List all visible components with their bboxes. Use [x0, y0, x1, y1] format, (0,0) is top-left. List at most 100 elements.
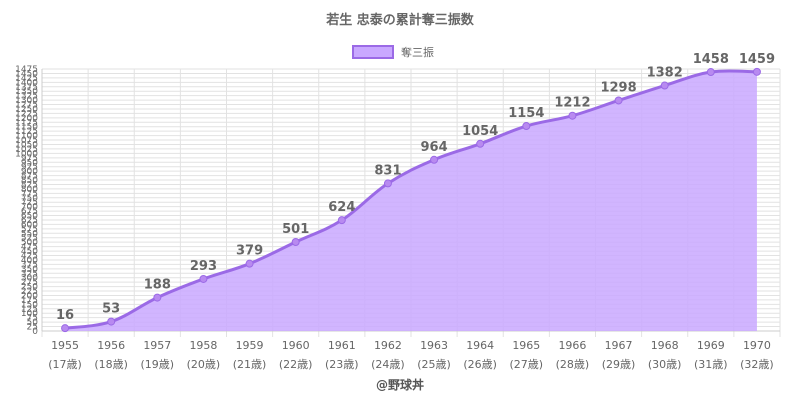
- y-tick-label: 625: [21, 216, 38, 226]
- x-tick-sublabel: (23歳): [325, 358, 359, 371]
- y-tick-label: 1200: [15, 114, 38, 124]
- data-label: 1459: [739, 52, 775, 67]
- y-tick-label: 375: [21, 260, 38, 270]
- x-tick-sublabel: (17歳): [48, 358, 82, 371]
- data-point: [660, 81, 669, 90]
- x-tick-label: 1966: [558, 339, 586, 352]
- x-tick-sublabel: (28歳): [556, 358, 590, 371]
- x-tick-sublabel: (31歳): [694, 358, 728, 371]
- y-tick-label: 200: [21, 291, 38, 301]
- data-point: [199, 274, 208, 283]
- data-point: [61, 324, 70, 333]
- data-label: 1298: [600, 80, 636, 95]
- x-tick-sublabel: (21歳): [233, 358, 267, 371]
- y-tick-label: 100: [21, 309, 38, 319]
- data-label: 293: [190, 259, 217, 274]
- y-tick-label: 825: [21, 180, 38, 190]
- y-tick-label: 350: [21, 265, 38, 275]
- y-tick-label: 1125: [15, 127, 38, 137]
- y-tick-label: 1475: [15, 65, 38, 75]
- y-tick-label: 650: [21, 212, 38, 222]
- data-point: [291, 238, 300, 247]
- y-tick-label: 600: [21, 220, 38, 230]
- x-tick-label: 1967: [605, 339, 633, 352]
- y-tick-label: 400: [21, 256, 38, 266]
- y-tick-label: 50: [27, 318, 39, 328]
- y-axis-ticks: 0255075100125150175200225250275300325350…: [15, 65, 38, 337]
- data-label: 501: [282, 222, 309, 237]
- series-line: [64, 69, 757, 330]
- y-tick-label: 850: [21, 176, 38, 186]
- y-tick-label: 900: [21, 167, 38, 177]
- data-label: 831: [374, 163, 401, 178]
- y-tick-label: 250: [21, 283, 38, 293]
- x-tick-sublabel: (26歳): [463, 358, 497, 371]
- x-tick-label: 1958: [189, 339, 217, 352]
- y-tick-label: 1400: [15, 78, 38, 88]
- y-tick-label: 550: [21, 229, 38, 239]
- y-tick-label: 1300: [15, 96, 38, 106]
- x-tick-label: 1959: [236, 339, 264, 352]
- y-tick-label: 1275: [15, 101, 38, 111]
- y-tick-label: 425: [21, 252, 38, 262]
- data-label: 1458: [693, 52, 729, 67]
- x-tick-label: 1956: [97, 339, 125, 352]
- data-label: 1054: [462, 124, 498, 139]
- data-point: [752, 67, 761, 76]
- data-label: 1154: [508, 106, 544, 121]
- y-tick-label: 1075: [15, 136, 38, 146]
- y-tick-label: 1000: [15, 149, 38, 159]
- data-point: [522, 122, 531, 131]
- data-point: [383, 179, 392, 188]
- legend-label: 奪三振: [401, 45, 434, 59]
- legend[interactable]: 奪三振: [352, 45, 434, 59]
- data-label: 379: [236, 244, 263, 259]
- data-labels: 16 53 188 293 379 501 624 831 964 1054 1154 1212 129…: [56, 52, 775, 323]
- x-tick-sublabel: (25歳): [417, 358, 451, 371]
- data-point: [476, 139, 485, 148]
- y-tick-label: 0: [32, 327, 38, 337]
- data-point: [107, 317, 116, 326]
- y-tick-label: 725: [21, 198, 38, 208]
- x-tick-label: 1970: [743, 339, 771, 352]
- data-label: 53: [102, 302, 120, 317]
- x-tick-label: 1957: [143, 339, 171, 352]
- data-point: [568, 111, 577, 120]
- credit-text: @野球丼: [376, 377, 424, 392]
- x-tick-label: 1961: [328, 339, 356, 352]
- y-tick-label: 175: [21, 296, 38, 306]
- legend-swatch: [352, 45, 394, 59]
- x-tick-label: 1962: [374, 339, 402, 352]
- x-tick-sublabel: (32歳): [740, 358, 774, 371]
- y-tick-label: 1100: [15, 132, 38, 142]
- data-label: 16: [56, 308, 74, 323]
- x-tick-label: 1968: [651, 339, 679, 352]
- x-tick-label: 1960: [282, 339, 310, 352]
- y-tick-label: 475: [21, 243, 38, 253]
- x-tick-label: 1965: [512, 339, 540, 352]
- x-tick-sublabel: (30歳): [648, 358, 682, 371]
- y-tick-label: 1025: [15, 145, 38, 155]
- data-point: [706, 68, 715, 77]
- x-tick-sublabel: (19歳): [141, 358, 175, 371]
- y-tick-label: 125: [21, 305, 38, 315]
- x-tick-label: 1963: [420, 339, 448, 352]
- y-tick-label: 325: [21, 269, 38, 279]
- y-tick-label: 925: [21, 163, 38, 173]
- series-area: [64, 69, 757, 331]
- y-tick-label: 300: [21, 274, 38, 284]
- y-tick-label: 750: [21, 194, 38, 204]
- data-label: 964: [420, 140, 447, 155]
- y-tick-label: 1050: [15, 140, 38, 150]
- y-tick-label: 775: [21, 189, 38, 199]
- x-tick-sublabel: (22歳): [279, 358, 313, 371]
- y-tick-label: 950: [21, 158, 38, 168]
- x-tick-sublabel: (27歳): [510, 358, 544, 371]
- data-point: [430, 155, 439, 164]
- x-tick-label: 1955: [51, 339, 79, 352]
- y-tick-label: 1450: [15, 69, 38, 79]
- y-tick-label: 275: [21, 278, 38, 288]
- data-points: [61, 67, 761, 333]
- x-tick-sublabel: (29歳): [602, 358, 636, 371]
